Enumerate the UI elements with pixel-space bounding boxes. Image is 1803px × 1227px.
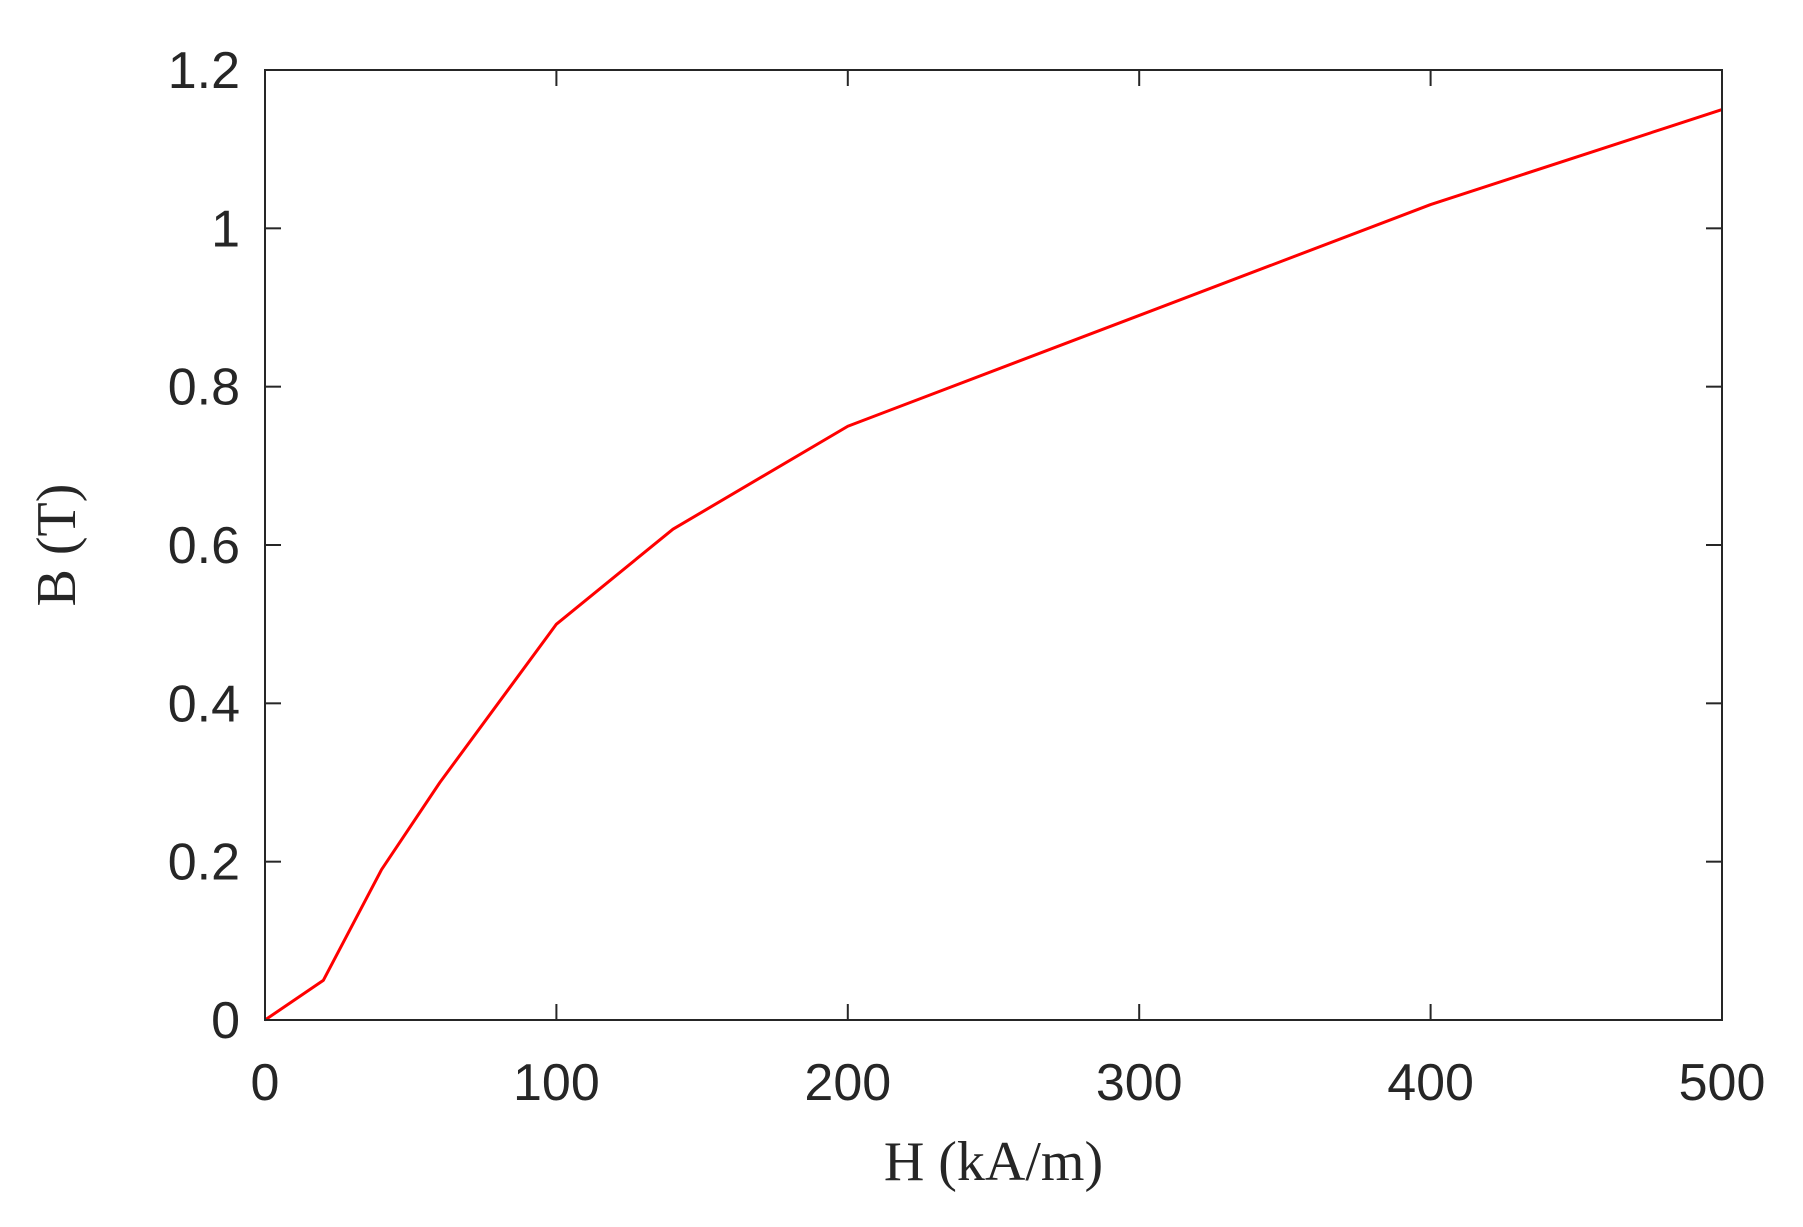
y-tick-label: 1.2 <box>168 42 240 100</box>
y-axis-title: B (T) <box>26 484 88 607</box>
x-tick-label: 200 <box>804 1054 891 1112</box>
series-layer <box>264 108 1723 1022</box>
x-tick-label: 400 <box>1387 1054 1474 1112</box>
x-tick-label: 300 <box>1096 1054 1183 1112</box>
x-tick-label: 100 <box>513 1054 600 1112</box>
y-tick-label: 0.8 <box>168 359 240 417</box>
y-tick-label: 0.6 <box>168 517 240 575</box>
y-tick-label: 1 <box>211 200 240 258</box>
x-tick-label: 0 <box>251 1054 280 1112</box>
y-tick-label: 0.4 <box>168 675 240 733</box>
y-tick-label: 0.2 <box>168 834 240 892</box>
x-tick-label: 500 <box>1679 1054 1766 1112</box>
plot-area <box>264 69 1723 1022</box>
series-line <box>264 108 1723 1022</box>
axes-box <box>264 69 1723 1021</box>
tick-labels-layer: 0 100 200 300 400 500 0 0.2 0.4 0.6 0.8 1 1.2 <box>168 42 1766 1112</box>
y-tick-label: 0 <box>211 992 240 1050</box>
x-axis-title: H (kA/m) <box>884 1131 1103 1193</box>
